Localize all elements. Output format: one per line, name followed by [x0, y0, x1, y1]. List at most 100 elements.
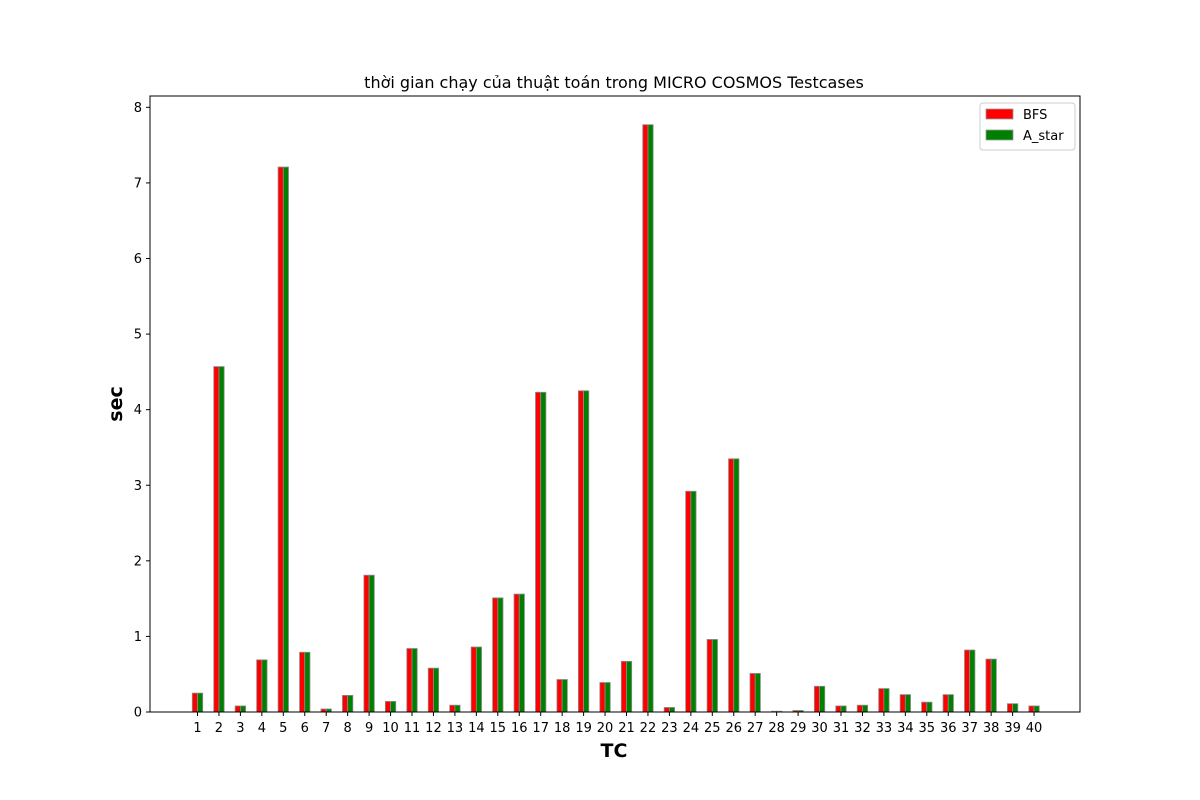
bar-a-star-tc-38 [990, 658, 997, 713]
bar-bfs-tc-12 [427, 667, 434, 713]
bar-bfs-tc-9 [363, 574, 370, 713]
bar-bfs-tc-40 [1028, 705, 1035, 713]
x-tick-label: 37 [961, 721, 978, 736]
bar-bfs-tc-38 [985, 658, 992, 713]
y-tick-label: 0 [134, 706, 142, 721]
bar-bfs-tc-16 [513, 593, 520, 713]
bar-a-star-tc-10 [390, 701, 397, 713]
y-tick-label: 3 [134, 479, 142, 494]
bar-a-star-tc-5 [282, 166, 289, 713]
bar-a-star-tc-31 [840, 705, 847, 713]
x-axis-label: TC [601, 740, 628, 762]
bar-bfs-tc-15 [492, 597, 499, 713]
plot-frame [149, 95, 1081, 713]
x-tick-label: 24 [683, 721, 700, 736]
x-tick-label: 3 [236, 721, 244, 736]
x-tick-label: 38 [983, 721, 1000, 736]
x-tick-label: 36 [940, 721, 957, 736]
x-tick-label: 16 [511, 721, 528, 736]
bar-a-star-tc-19 [583, 390, 590, 713]
bar-bfs-tc-20 [599, 682, 606, 713]
x-tick-label: 12 [425, 721, 442, 736]
bar-a-star-tc-21 [626, 660, 633, 713]
legend-swatch-bfs [985, 108, 1014, 120]
bar-bfs-tc-31 [835, 705, 842, 713]
bar-a-star-tc-11 [411, 648, 418, 713]
bar-a-star-tc-24 [690, 490, 697, 713]
x-tick-label: 30 [811, 721, 828, 736]
bar-bfs-tc-11 [406, 648, 413, 713]
x-tick-label: 28 [768, 721, 785, 736]
bar-a-star-tc-18 [561, 679, 568, 713]
legend-label-bfs: BFS [1023, 108, 1047, 123]
bar-bfs-tc-1 [191, 692, 198, 713]
bar-a-star-tc-1 [197, 692, 204, 713]
legend: BFS A_star [979, 102, 1076, 151]
x-tick-label: 20 [597, 721, 614, 736]
bar-a-star-tc-2 [218, 366, 225, 713]
legend-swatch-a-star [985, 129, 1014, 141]
x-tick-label: 34 [897, 721, 914, 736]
y-axis-label: sec [105, 386, 127, 421]
bar-a-star-tc-33 [883, 688, 890, 713]
x-tick-label: 27 [747, 721, 764, 736]
x-tick-label: 8 [344, 721, 352, 736]
bar-a-star-tc-14 [475, 646, 482, 713]
bar-a-star-tc-17 [540, 391, 547, 713]
bar-a-star-tc-37 [969, 649, 976, 713]
bar-bfs-tc-10 [384, 701, 391, 713]
bar-bfs-tc-24 [685, 490, 692, 713]
x-tick-label: 39 [1004, 721, 1021, 736]
x-tick-label: 13 [447, 721, 464, 736]
bar-bfs-tc-25 [706, 639, 713, 713]
bar-a-star-tc-39 [1012, 703, 1019, 713]
x-tick-label: 21 [618, 721, 635, 736]
bar-a-star-tc-8 [347, 694, 354, 713]
bar-bfs-tc-14 [470, 646, 477, 713]
bar-a-star-tc-22 [647, 124, 654, 713]
y-tick-label: 5 [134, 328, 142, 343]
bar-bfs-tc-39 [1007, 703, 1014, 713]
x-tick-label: 10 [382, 721, 399, 736]
bar-a-star-tc-30 [819, 685, 826, 713]
bar-a-star-tc-3 [239, 705, 246, 713]
bar-a-star-tc-25 [711, 639, 718, 713]
bar-bfs-tc-21 [620, 660, 627, 713]
bar-bfs-tc-34 [899, 694, 906, 713]
bar-bfs-tc-17 [535, 391, 542, 713]
legend-label-a-star: A_star [1023, 129, 1064, 144]
x-tick-label: 5 [279, 721, 287, 736]
x-tick-label: 19 [575, 721, 592, 736]
bar-bfs-tc-35 [921, 701, 928, 713]
bar-bfs-tc-18 [556, 679, 563, 713]
y-tick-label: 2 [134, 554, 142, 569]
bar-a-star-tc-34 [904, 694, 911, 713]
x-tick-label: 17 [532, 721, 549, 736]
bar-a-star-tc-23 [669, 707, 676, 713]
bar-a-star-tc-40 [1033, 705, 1040, 713]
x-tick-label: 6 [301, 721, 309, 736]
x-axis: 1 2 3 4 5 6 7 8 9 10 11 12 13 14 15 16 17 18 19 20 21 22 23 24 2… [193, 712, 1042, 736]
x-tick-label: 18 [554, 721, 571, 736]
bar-a-star-tc-32 [862, 704, 869, 713]
x-tick-label: 23 [661, 721, 678, 736]
x-tick-label: 32 [854, 721, 871, 736]
x-tick-label: 35 [919, 721, 936, 736]
x-tick-label: 15 [490, 721, 507, 736]
bar-bfs-tc-26 [728, 458, 735, 713]
bar-a-star-tc-12 [433, 667, 440, 713]
y-tick-label: 7 [134, 176, 142, 191]
bar-bfs-tc-32 [856, 704, 863, 713]
bar-bfs-tc-6 [299, 651, 306, 713]
x-tick-label: 9 [365, 721, 373, 736]
x-tick-label: 14 [468, 721, 485, 736]
y-tick-label: 4 [134, 403, 142, 418]
x-tick-label: 11 [404, 721, 421, 736]
bar-bfs-tc-30 [813, 685, 820, 713]
y-tick-label: 6 [134, 252, 142, 267]
x-tick-label: 33 [876, 721, 893, 736]
bar-a-star-tc-27 [754, 673, 761, 713]
bar-bfs-tc-36 [942, 694, 949, 713]
bar-bfs-tc-13 [449, 704, 456, 713]
x-tick-label: 25 [704, 721, 721, 736]
